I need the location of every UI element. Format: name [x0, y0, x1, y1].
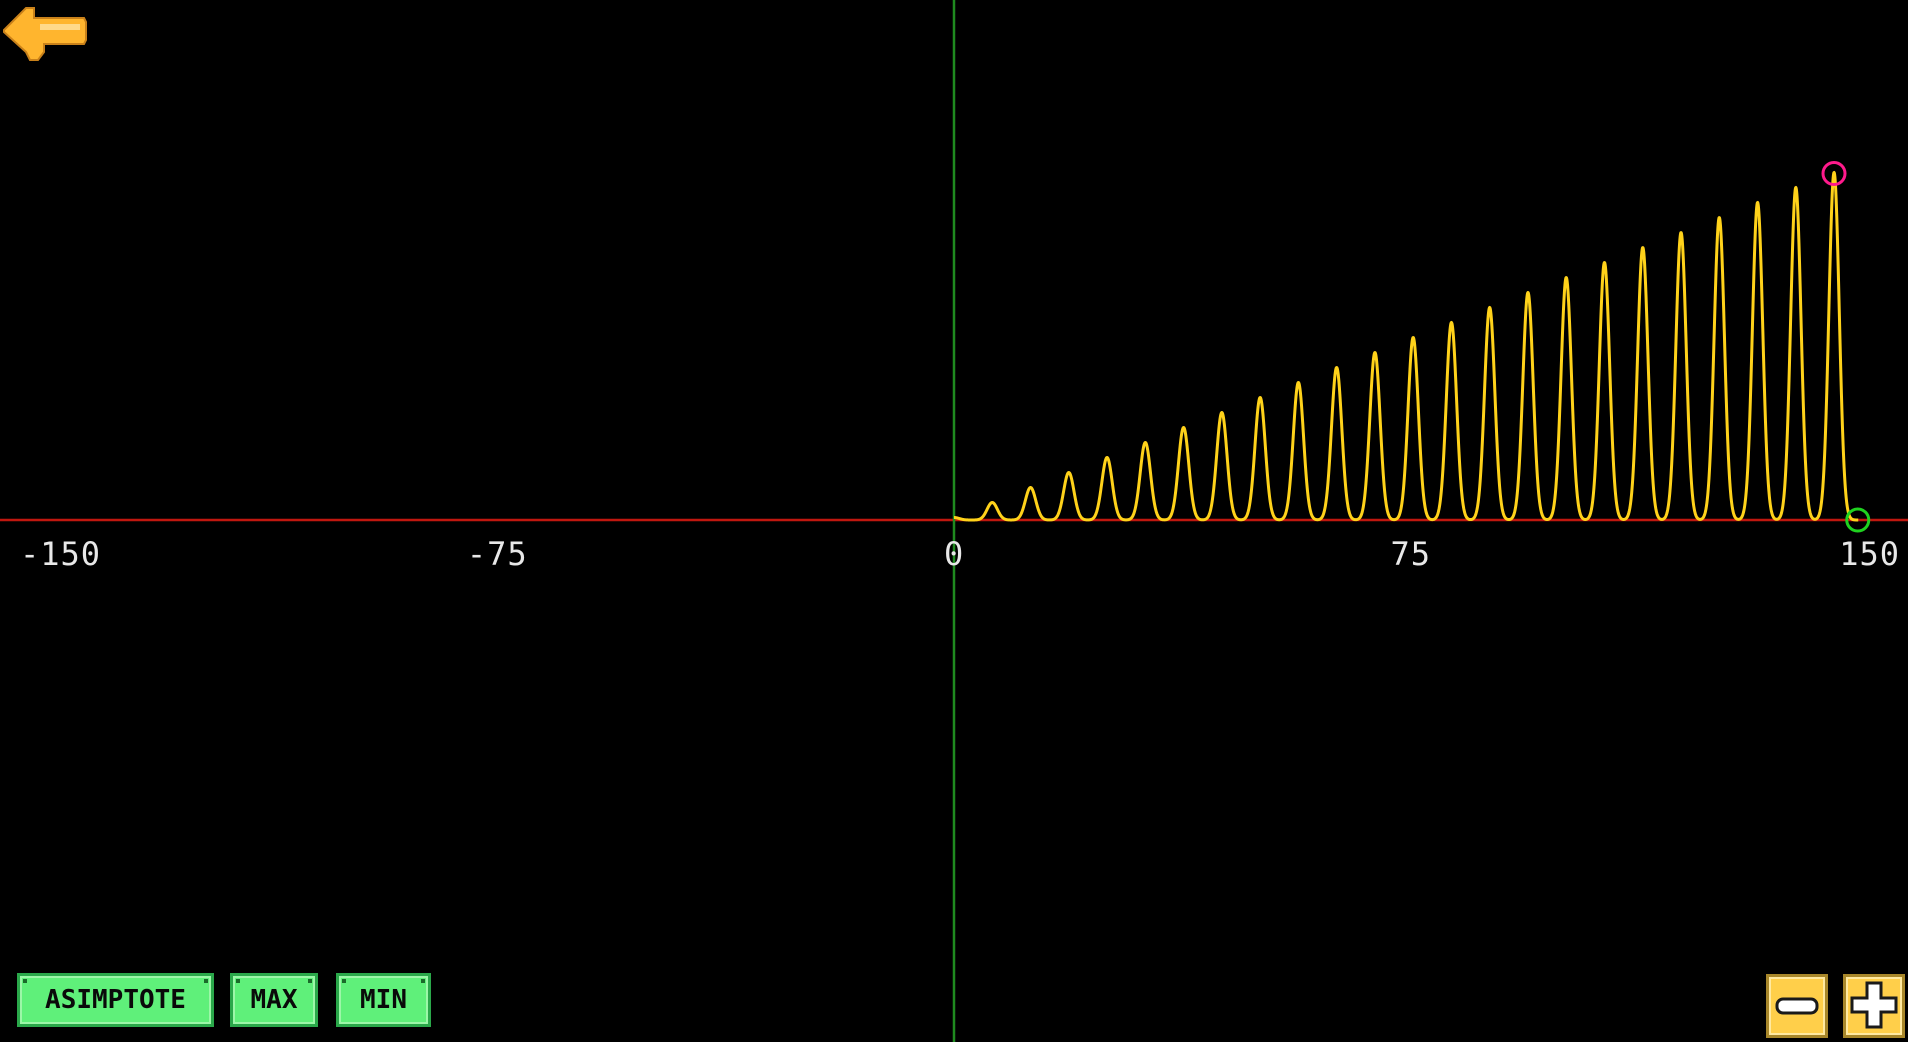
back-button[interactable] [0, 0, 90, 64]
max-button[interactable]: MAX [230, 973, 318, 1027]
arrow-left-icon [3, 7, 87, 61]
plus-icon [1850, 981, 1898, 1029]
function-curve [952, 171, 1860, 522]
x-tick-label: -75 [467, 535, 528, 573]
back-arrow-highlight [40, 24, 80, 30]
min-marker [1845, 507, 1871, 533]
zoom-in-button[interactable] [1843, 974, 1905, 1038]
min-button[interactable]: MIN [336, 973, 431, 1027]
x-tick-label: 0 [944, 535, 964, 573]
asimptote-button[interactable]: ASIMPTOTE [17, 973, 214, 1027]
x-tick-label: 150 [1839, 535, 1900, 573]
zoom-out-button[interactable] [1766, 974, 1828, 1038]
x-tick-label: -150 [20, 535, 101, 573]
x-tick-label: 75 [1390, 535, 1431, 573]
minus-icon [1775, 997, 1819, 1015]
max-marker [1821, 161, 1847, 186]
back-arrow-shape [3, 7, 87, 61]
